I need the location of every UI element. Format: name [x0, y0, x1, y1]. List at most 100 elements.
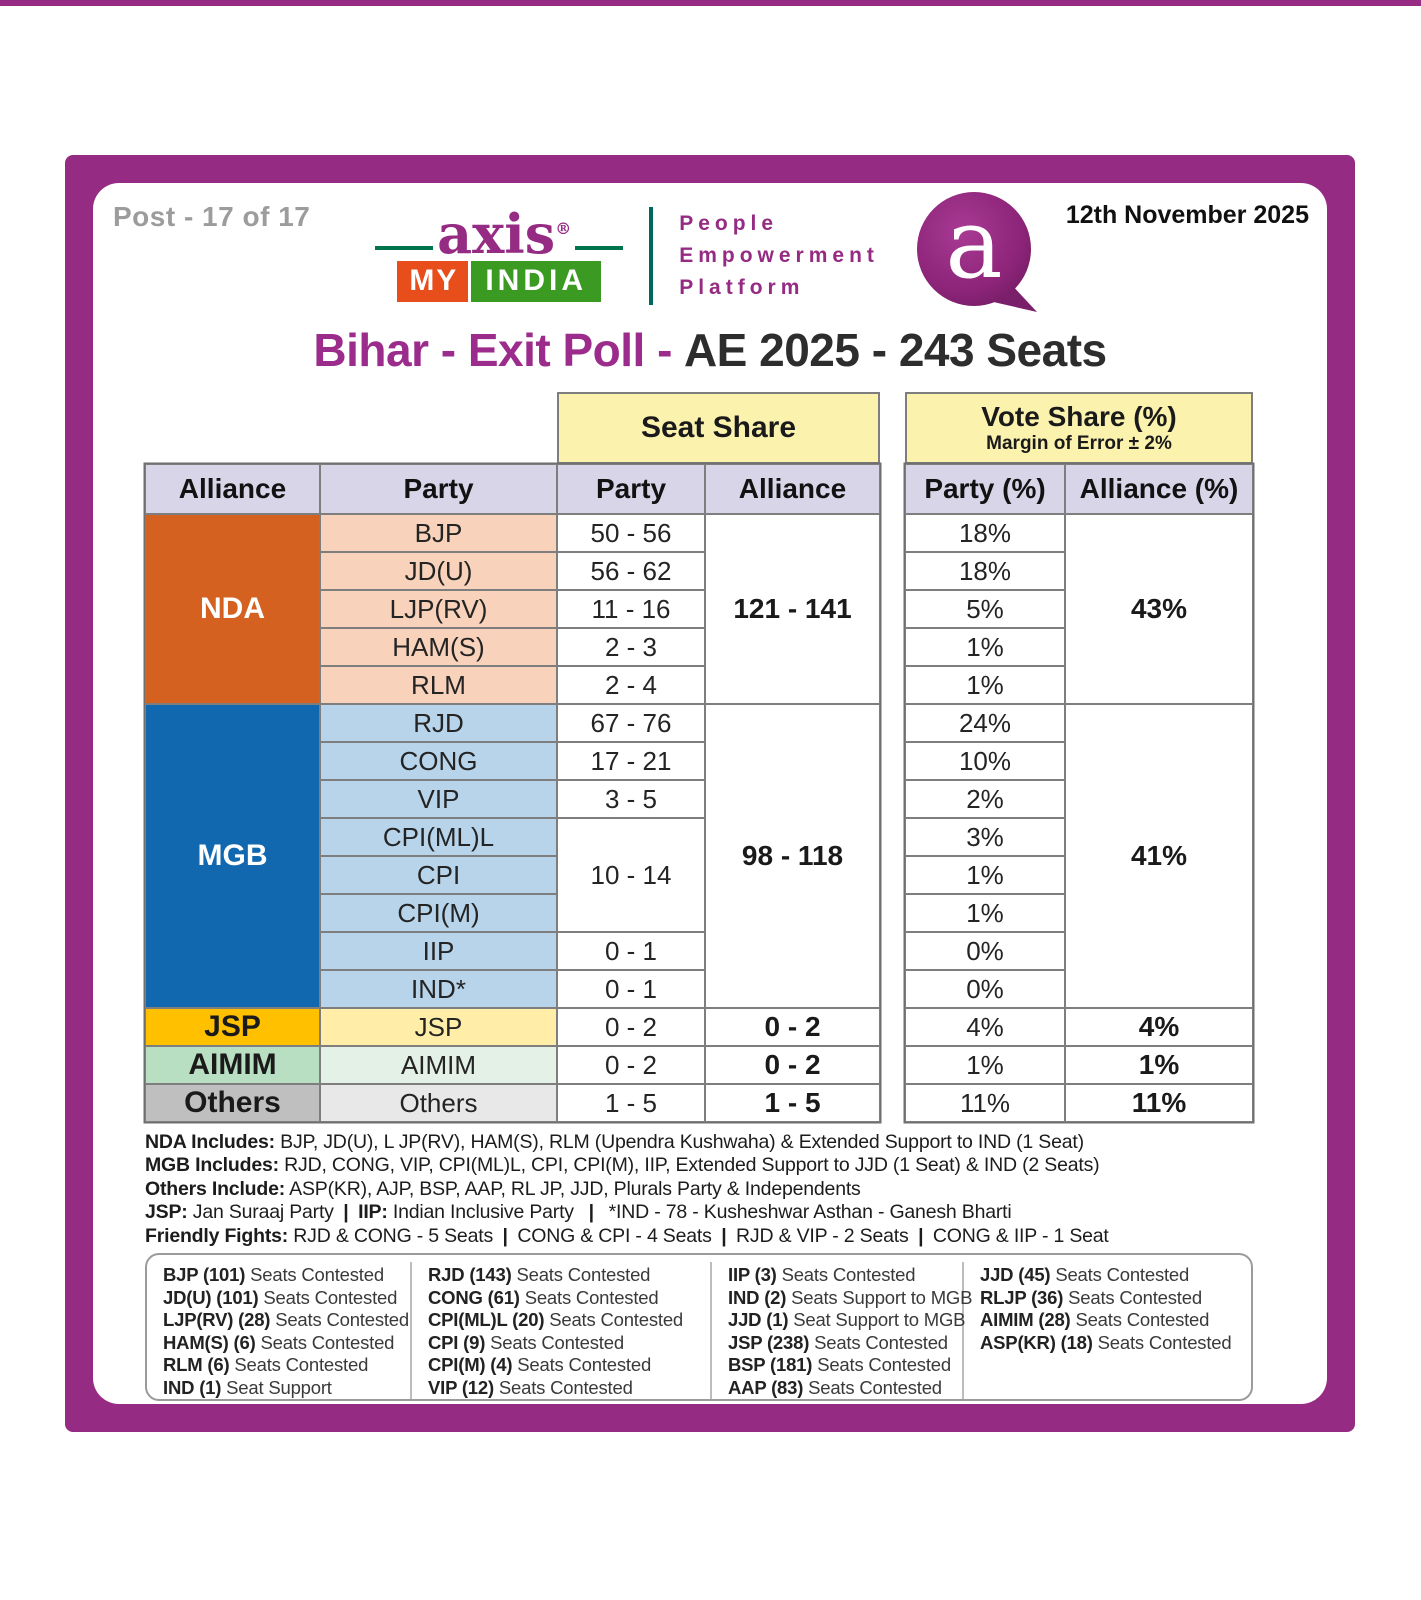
party-cell: IND* [320, 970, 557, 1008]
party-cell: CONG [320, 742, 557, 780]
alliance-seat-range: 98 - 118 [705, 704, 880, 1008]
footnote-line: MGB Includes: RJD, CONG, VIP, CPI(ML)L, … [145, 1154, 1100, 1177]
party-seat-range: 17 - 21 [557, 742, 705, 780]
contested-column: JJD (45) Seats Contested RLJP (36) Seats … [964, 1262, 1251, 1399]
alliance-vote-share: 4% [1065, 1008, 1253, 1046]
footnote-line: Friendly Fights: RJD & CONG - 5 Seats | … [145, 1224, 1109, 1247]
purple-frame: Post - 17 of 17 12th November 2025 axis®… [65, 155, 1355, 1432]
party-seat-range: 0 - 1 [557, 970, 705, 1008]
contested-line: CPI (9) Seats Contested [428, 1331, 624, 1353]
party-vote-share: 5% [905, 590, 1065, 628]
my-india-logo: MY INDIA [397, 261, 601, 303]
col-header-seat-party: Party [557, 464, 705, 514]
alliance-vote-share: 43% [1065, 514, 1253, 704]
party-seat-range: 0 - 1 [557, 932, 705, 970]
party-cell: JSP [320, 1008, 557, 1046]
contested-column: BJP (101) Seats Contested JD(U) (101) Sea… [147, 1262, 412, 1399]
contested-line: CONG (61) Seats Contested [428, 1286, 659, 1308]
party-cell: RLM [320, 666, 557, 704]
title-rest: AE 2025 - 243 Seats [683, 324, 1107, 376]
contested-line: AAP (83) Seats Contested [728, 1376, 942, 1398]
alliance-cell-mgb: MGB [145, 704, 320, 1008]
party-vote-share: 3% [905, 818, 1065, 856]
party-seat-range: 0 - 2 [557, 1008, 705, 1046]
a-speech-bubble-icon: a [913, 188, 1045, 322]
contested-line: BJP (101) Seats Contested [163, 1264, 384, 1285]
contested-line: RLJP (36) Seats Contested [980, 1286, 1202, 1308]
party-cell: CPI(M) [320, 894, 557, 932]
vote-share-header: Vote Share (%) Margin of Error ± 2% [905, 392, 1253, 464]
contested-line: VIP (12) Seats Contested [428, 1376, 633, 1398]
logo-divider [649, 207, 654, 305]
party-cell: Others [320, 1084, 557, 1122]
axis-logo: axis® MY INDIA [375, 207, 624, 303]
party-cell: IIP [320, 932, 557, 970]
party-seat-range: 3 - 5 [557, 780, 705, 818]
contested-column: IIP (3) Seats Contested IND (2) Seats Sup… [712, 1262, 973, 1399]
alliance-cell-jsp: JSP [145, 1008, 320, 1046]
page-title: Bihar - Exit Poll - AE 2025 - 243 Seats [93, 323, 1327, 377]
party-vote-share: 1% [905, 628, 1065, 666]
vote-share-table: Party (%) Alliance (%) 18% 18% 5% 1% 1% 43% 24% 1… [905, 464, 1253, 1122]
tagline: People Empowerment Platform [679, 212, 879, 299]
party-vote-share: 1% [905, 666, 1065, 704]
party-vote-share: 0% [905, 932, 1065, 970]
party-vote-share: 2% [905, 780, 1065, 818]
title-highlight: Bihar - Exit Poll - [313, 324, 672, 376]
party-vote-share: 1% [905, 894, 1065, 932]
contested-line: ASP(KR) (18) Seats Contested [980, 1331, 1232, 1353]
party-vote-share: 1% [905, 856, 1065, 894]
seat-share-header: Seat Share [557, 392, 880, 464]
alliance-vote-share: 1% [1065, 1046, 1253, 1084]
party-cell: CPI [320, 856, 557, 894]
col-header-party: Party [320, 464, 557, 514]
party-vote-share: 11% [905, 1084, 1065, 1122]
party-cell: AIMIM [320, 1046, 557, 1084]
party-vote-share: 1% [905, 1046, 1065, 1084]
contested-line: JSP (238) Seats Contested [728, 1331, 948, 1353]
alliance-vote-share: 41% [1065, 704, 1253, 1008]
footnote-line: Others Include: ASP(KR), AJP, BSP, AAP, … [145, 1177, 861, 1200]
seat-share-table: Alliance Party Party Alliance NDA BJP 50 - 56 J… [145, 464, 880, 1122]
party-cell: VIP [320, 780, 557, 818]
my-box: MY [397, 261, 469, 303]
registered-mark: ® [555, 218, 572, 238]
col-header-vote-party: Party (%) [905, 464, 1065, 514]
content-panel: Post - 17 of 17 12th November 2025 axis®… [93, 183, 1327, 1404]
contested-line: AIMIM (28) Seats Contested [980, 1309, 1210, 1331]
brand-header: axis® MY INDIA People Empowerment Platfo… [93, 188, 1327, 322]
party-cell: HAM(S) [320, 628, 557, 666]
alliance-cell-nda: NDA [145, 514, 320, 704]
seats-contested-box: BJP (101) Seats Contested JD(U) (101) Sea… [145, 1253, 1253, 1401]
party-vote-share: 10% [905, 742, 1065, 780]
contested-line: RLM (6) Seats Contested [163, 1354, 369, 1376]
contested-line: LJP(RV) (28) Seats Contested [163, 1309, 409, 1331]
contested-column: RJD (143) Seats Contested CONG (61) Seats… [412, 1262, 712, 1399]
alliance-vote-share: 11% [1065, 1084, 1253, 1122]
party-seat-range: 10 - 14 [557, 818, 705, 932]
party-seat-range: 1 - 5 [557, 1084, 705, 1122]
contested-line: HAM(S) (6) Seats Contested [163, 1331, 395, 1353]
footnote-line: NDA Includes: BJP, JD(U), L JP(RV), HAM(… [145, 1131, 1084, 1153]
axis-underline-left [375, 246, 434, 251]
party-cell: RJD [320, 704, 557, 742]
party-vote-share: 0% [905, 970, 1065, 1008]
axis-underline-right [575, 246, 624, 251]
india-box: INDIA [471, 261, 601, 303]
party-seat-range: 2 - 3 [557, 628, 705, 666]
alliance-seat-range: 0 - 2 [705, 1046, 880, 1084]
contested-line: CPI(M) (4) Seats Contested [428, 1354, 652, 1376]
party-seat-range: 0 - 2 [557, 1046, 705, 1084]
party-seat-range: 56 - 62 [557, 552, 705, 590]
alliance-cell-aimim: AIMIM [145, 1046, 320, 1084]
alliance-seat-range: 0 - 2 [705, 1008, 880, 1046]
col-header-alliance: Alliance [145, 464, 320, 514]
contested-line: RJD (143) Seats Contested [428, 1264, 651, 1285]
contested-line: IND (1) Seat Support [163, 1376, 332, 1398]
contested-line: IND (2) Seats Support to MGB [728, 1286, 973, 1308]
party-seat-range: 67 - 76 [557, 704, 705, 742]
party-cell: LJP(RV) [320, 590, 557, 628]
party-seat-range: 50 - 56 [557, 514, 705, 552]
party-cell: CPI(ML)L [320, 818, 557, 856]
